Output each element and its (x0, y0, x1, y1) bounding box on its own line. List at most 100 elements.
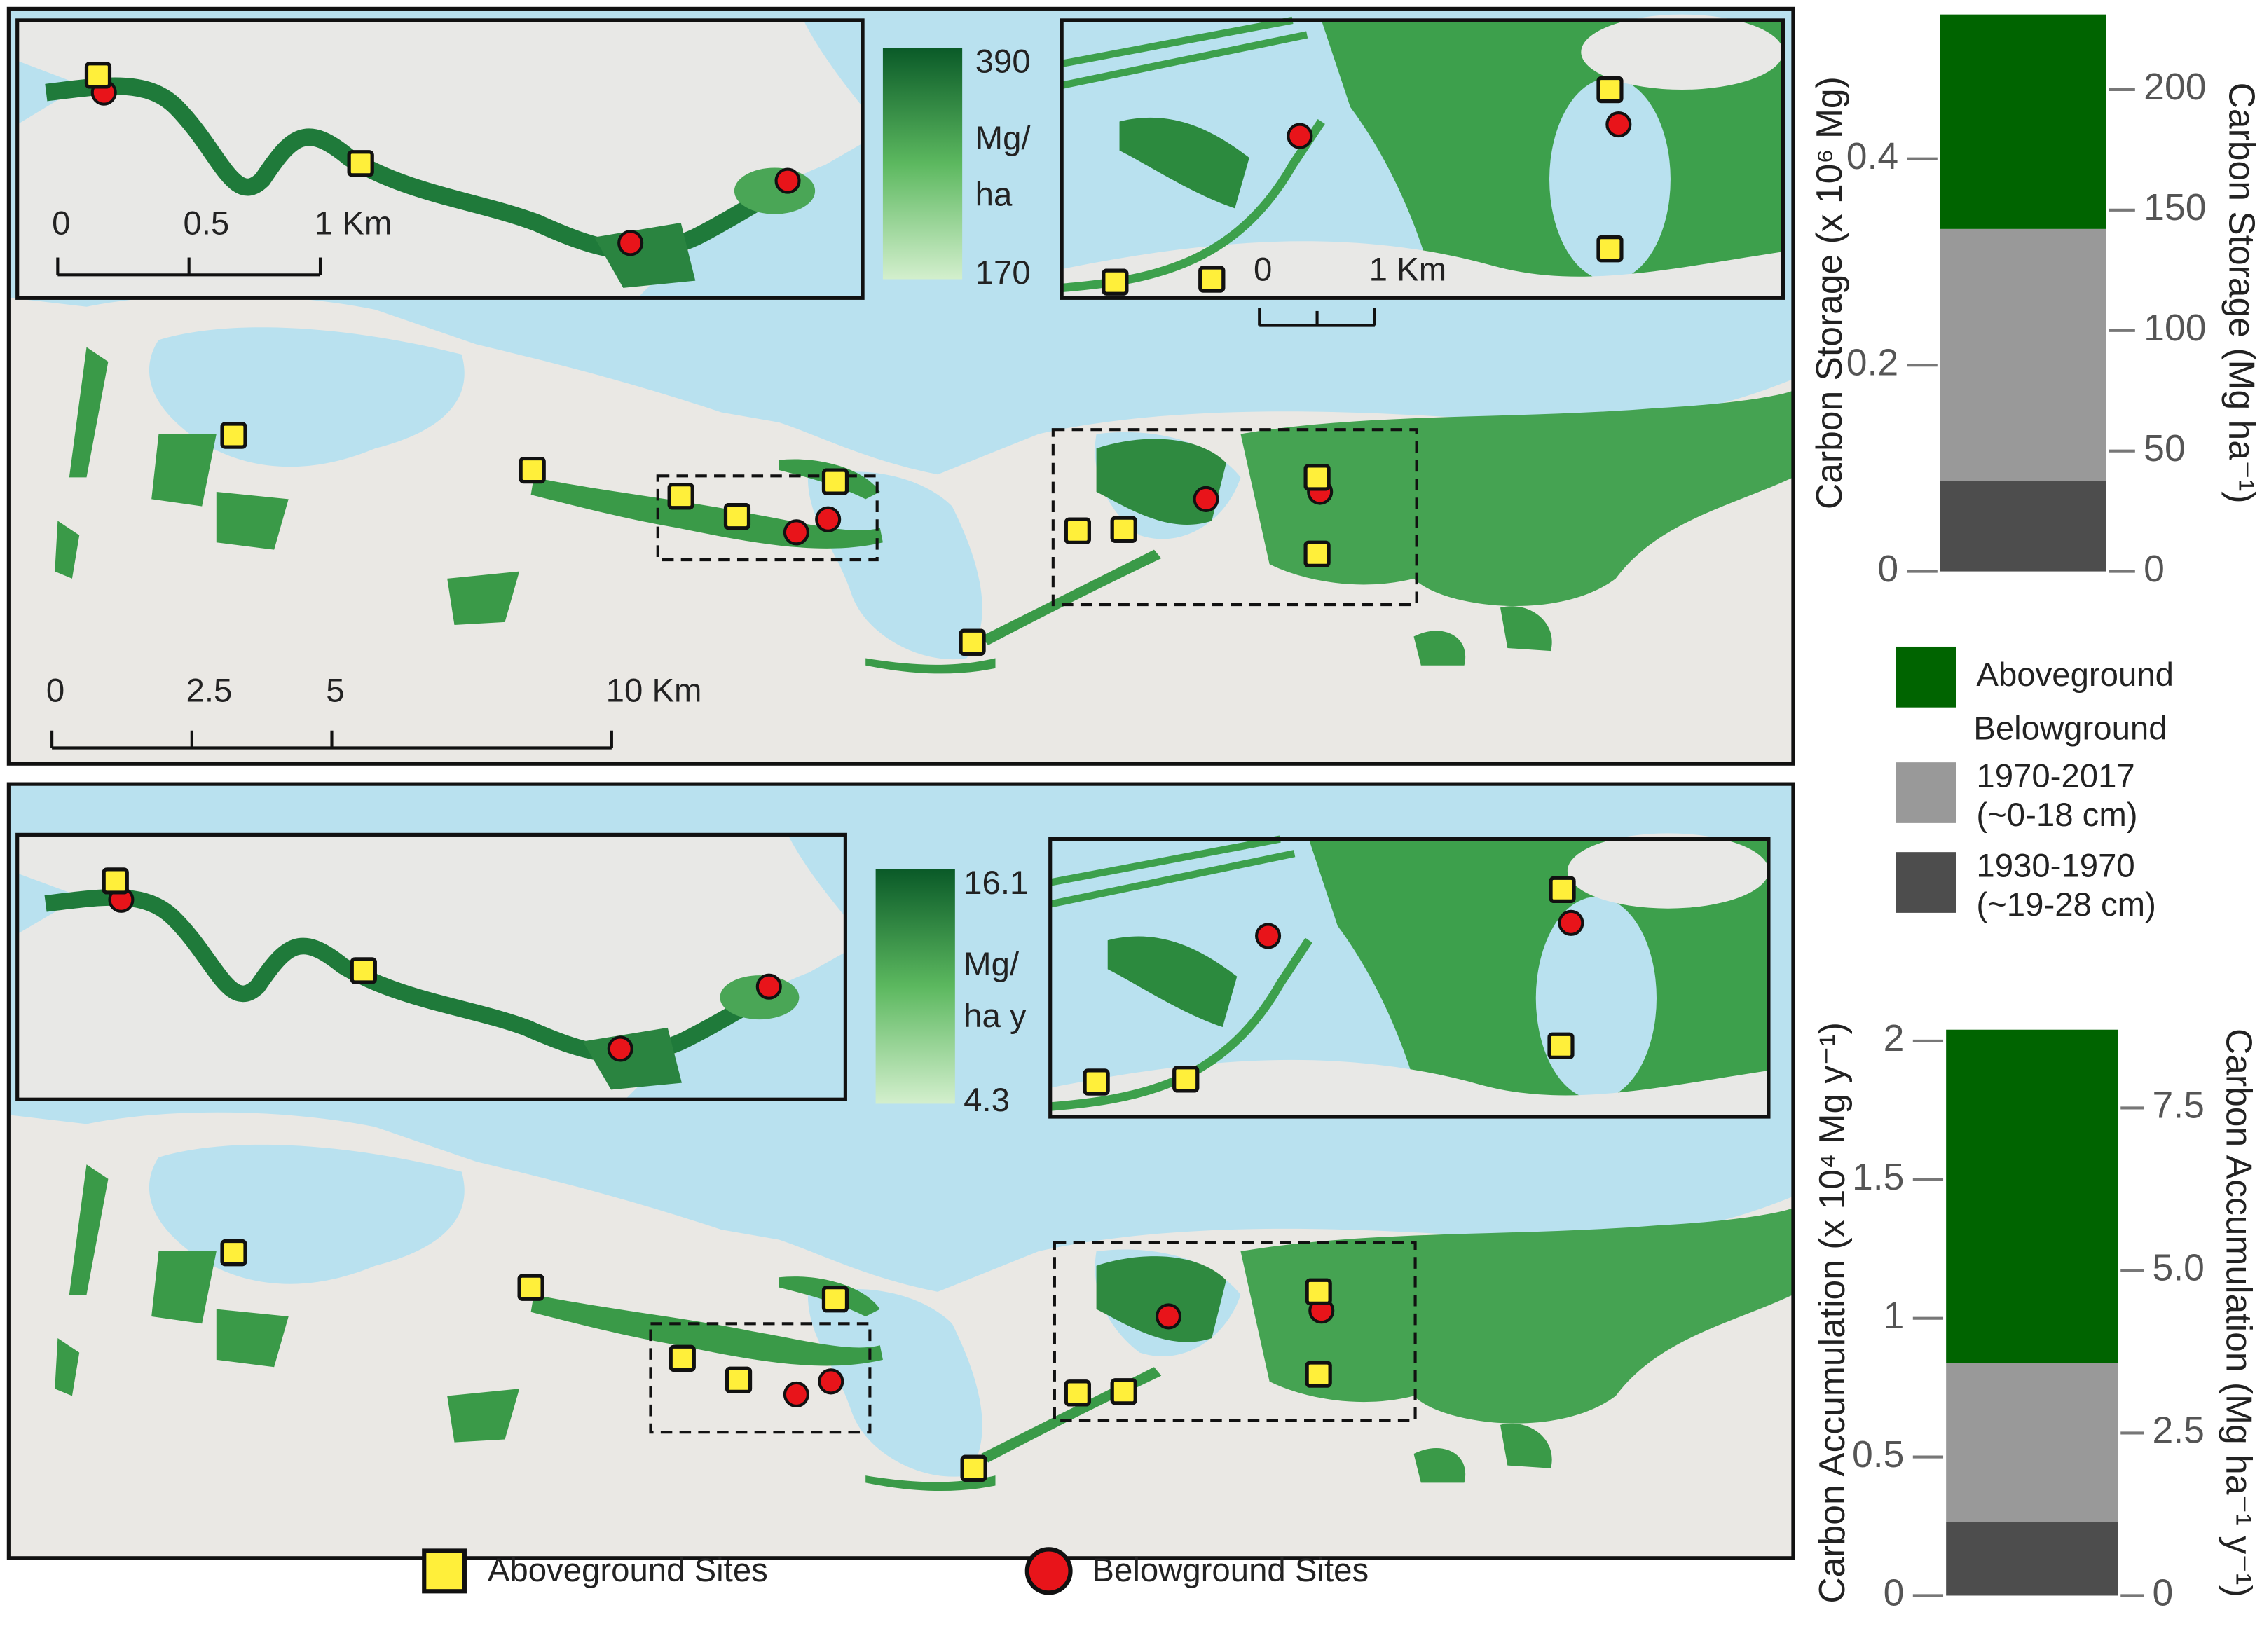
y2-tick-label: 2.5 (2153, 1410, 2205, 1452)
aboveground-site (1110, 516, 1137, 543)
aboveground-site (220, 1239, 247, 1267)
colorbar-min: 170 (975, 254, 1031, 291)
y-tick-label: 0 (1884, 1572, 1905, 1614)
y2-axis-label: Carbon Accumulation (Mg ha⁻¹ y⁻¹) (2219, 1028, 2259, 1597)
y2-axis-label: Carbon Storage (Mg ha⁻¹) (2221, 83, 2262, 504)
zoom-box (656, 474, 879, 562)
legend-group-title: Belowground (1973, 710, 2167, 747)
aboveground-site (1303, 540, 1331, 567)
aboveground-site (723, 503, 751, 530)
aboveground-site (1549, 876, 1576, 903)
aboveground-site (102, 867, 129, 895)
scale-label: 0.5 (183, 205, 229, 242)
y-axis-label: Carbon Accumulation (x 10⁴ Mg y⁻¹) (1811, 1022, 1852, 1604)
aboveground-site (1303, 464, 1331, 491)
aboveground-site (669, 1344, 696, 1372)
belowground-site (617, 230, 644, 256)
aboveground-site (1110, 1378, 1137, 1405)
bar-segment (1946, 1363, 2118, 1522)
aboveground-site (1547, 1032, 1575, 1059)
y-tick-label: 1 (1884, 1295, 1905, 1337)
bar-segment (1946, 1029, 2118, 1363)
aboveground-site (84, 62, 112, 89)
scale-label: 0 (46, 673, 64, 710)
colorbar-unit: ha y (964, 998, 1027, 1035)
legend-swatch (1896, 646, 1956, 708)
y-axis-label: Carbon Storage (x 10⁶ Mg) (1809, 76, 1849, 509)
y2-tick-label: 5.0 (2153, 1247, 2205, 1289)
scale-label: 2.5 (186, 673, 233, 710)
inset (18, 20, 863, 298)
inset-frame (1048, 837, 1771, 1119)
legend-swatch (1896, 762, 1956, 823)
y-tick-label: 0.5 (1852, 1433, 1904, 1475)
aboveground-site (1064, 1379, 1091, 1407)
y-tick-label: 0.2 (1846, 341, 1898, 383)
aboveground-site (1596, 76, 1624, 104)
y-tick-label: 2 (1884, 1017, 1905, 1059)
y2-tick-label: 0 (2153, 1572, 2174, 1614)
belowground-site (607, 1035, 633, 1062)
zoom-box (1051, 428, 1418, 607)
bar-segment (1940, 228, 2106, 481)
belowground-site (815, 506, 842, 532)
panel-frame (6, 6, 1795, 766)
aboveground-site (1305, 1361, 1332, 1388)
inset-frame (15, 18, 865, 300)
belowground-site (774, 167, 801, 194)
bar-segment (1940, 481, 2106, 572)
aboveground-site (1102, 268, 1129, 296)
scale-label: 5 (326, 673, 344, 710)
belowground-site (1193, 486, 1219, 512)
bar-segment (1946, 1522, 2118, 1596)
legend-label: Aboveground Sites (488, 1552, 768, 1589)
aboveground-site (1305, 1278, 1332, 1305)
belowground-site (1605, 111, 1632, 138)
aboveground-site (517, 1274, 544, 1301)
aboveground-site (960, 1454, 987, 1482)
belowground-site (1155, 1303, 1182, 1330)
legend-swatch (1896, 852, 1956, 913)
y2-tick-label: 200 (2144, 66, 2206, 108)
aboveground-site (347, 150, 374, 177)
colorbar-min: 4.3 (964, 1082, 1010, 1119)
scale-label: 1 Km (315, 205, 392, 242)
inset (1050, 833, 1769, 1117)
aboveground-site (519, 456, 546, 484)
legend-label: Aboveground (1976, 656, 2174, 694)
aboveground-site (350, 957, 377, 984)
bar-segment (1940, 14, 2106, 229)
aboveground-site (1083, 1068, 1110, 1096)
colorbar (882, 48, 963, 280)
legend-label: 1930-1970 (1976, 847, 2134, 884)
sites (84, 62, 1632, 1482)
belowground-site (755, 973, 782, 1000)
inset-frame (1060, 18, 1785, 300)
inset-frame (15, 832, 847, 1101)
y-tick-label: 0 (1877, 548, 1898, 590)
y2-tick-label: 7.5 (2153, 1085, 2205, 1127)
colorbar (875, 869, 955, 1104)
aboveground-site (667, 483, 694, 510)
y2-tick-label: 100 (2144, 307, 2206, 349)
aboveground-site (959, 628, 986, 656)
aboveground-site (1596, 235, 1624, 263)
belowground-site (818, 1368, 844, 1395)
colorbar-max: 16.1 (964, 865, 1028, 902)
aboveground-site (1198, 266, 1226, 293)
colorbar-unit: Mg/ (975, 120, 1031, 157)
y2-tick-label: 0 (2144, 548, 2165, 590)
aboveground-site (725, 1366, 753, 1393)
legend-swatch (422, 1548, 467, 1594)
aboveground-site (821, 1286, 849, 1313)
scale-label: 1 Km (1369, 252, 1446, 289)
panel-frame (6, 782, 1795, 1560)
aboveground-site (1172, 1066, 1200, 1093)
frames (6, 6, 1795, 1560)
legend-label: 1970-2017 (1976, 757, 2134, 794)
y2-tick-label: 150 (2144, 186, 2206, 228)
scale-label: 0 (1254, 252, 1272, 289)
